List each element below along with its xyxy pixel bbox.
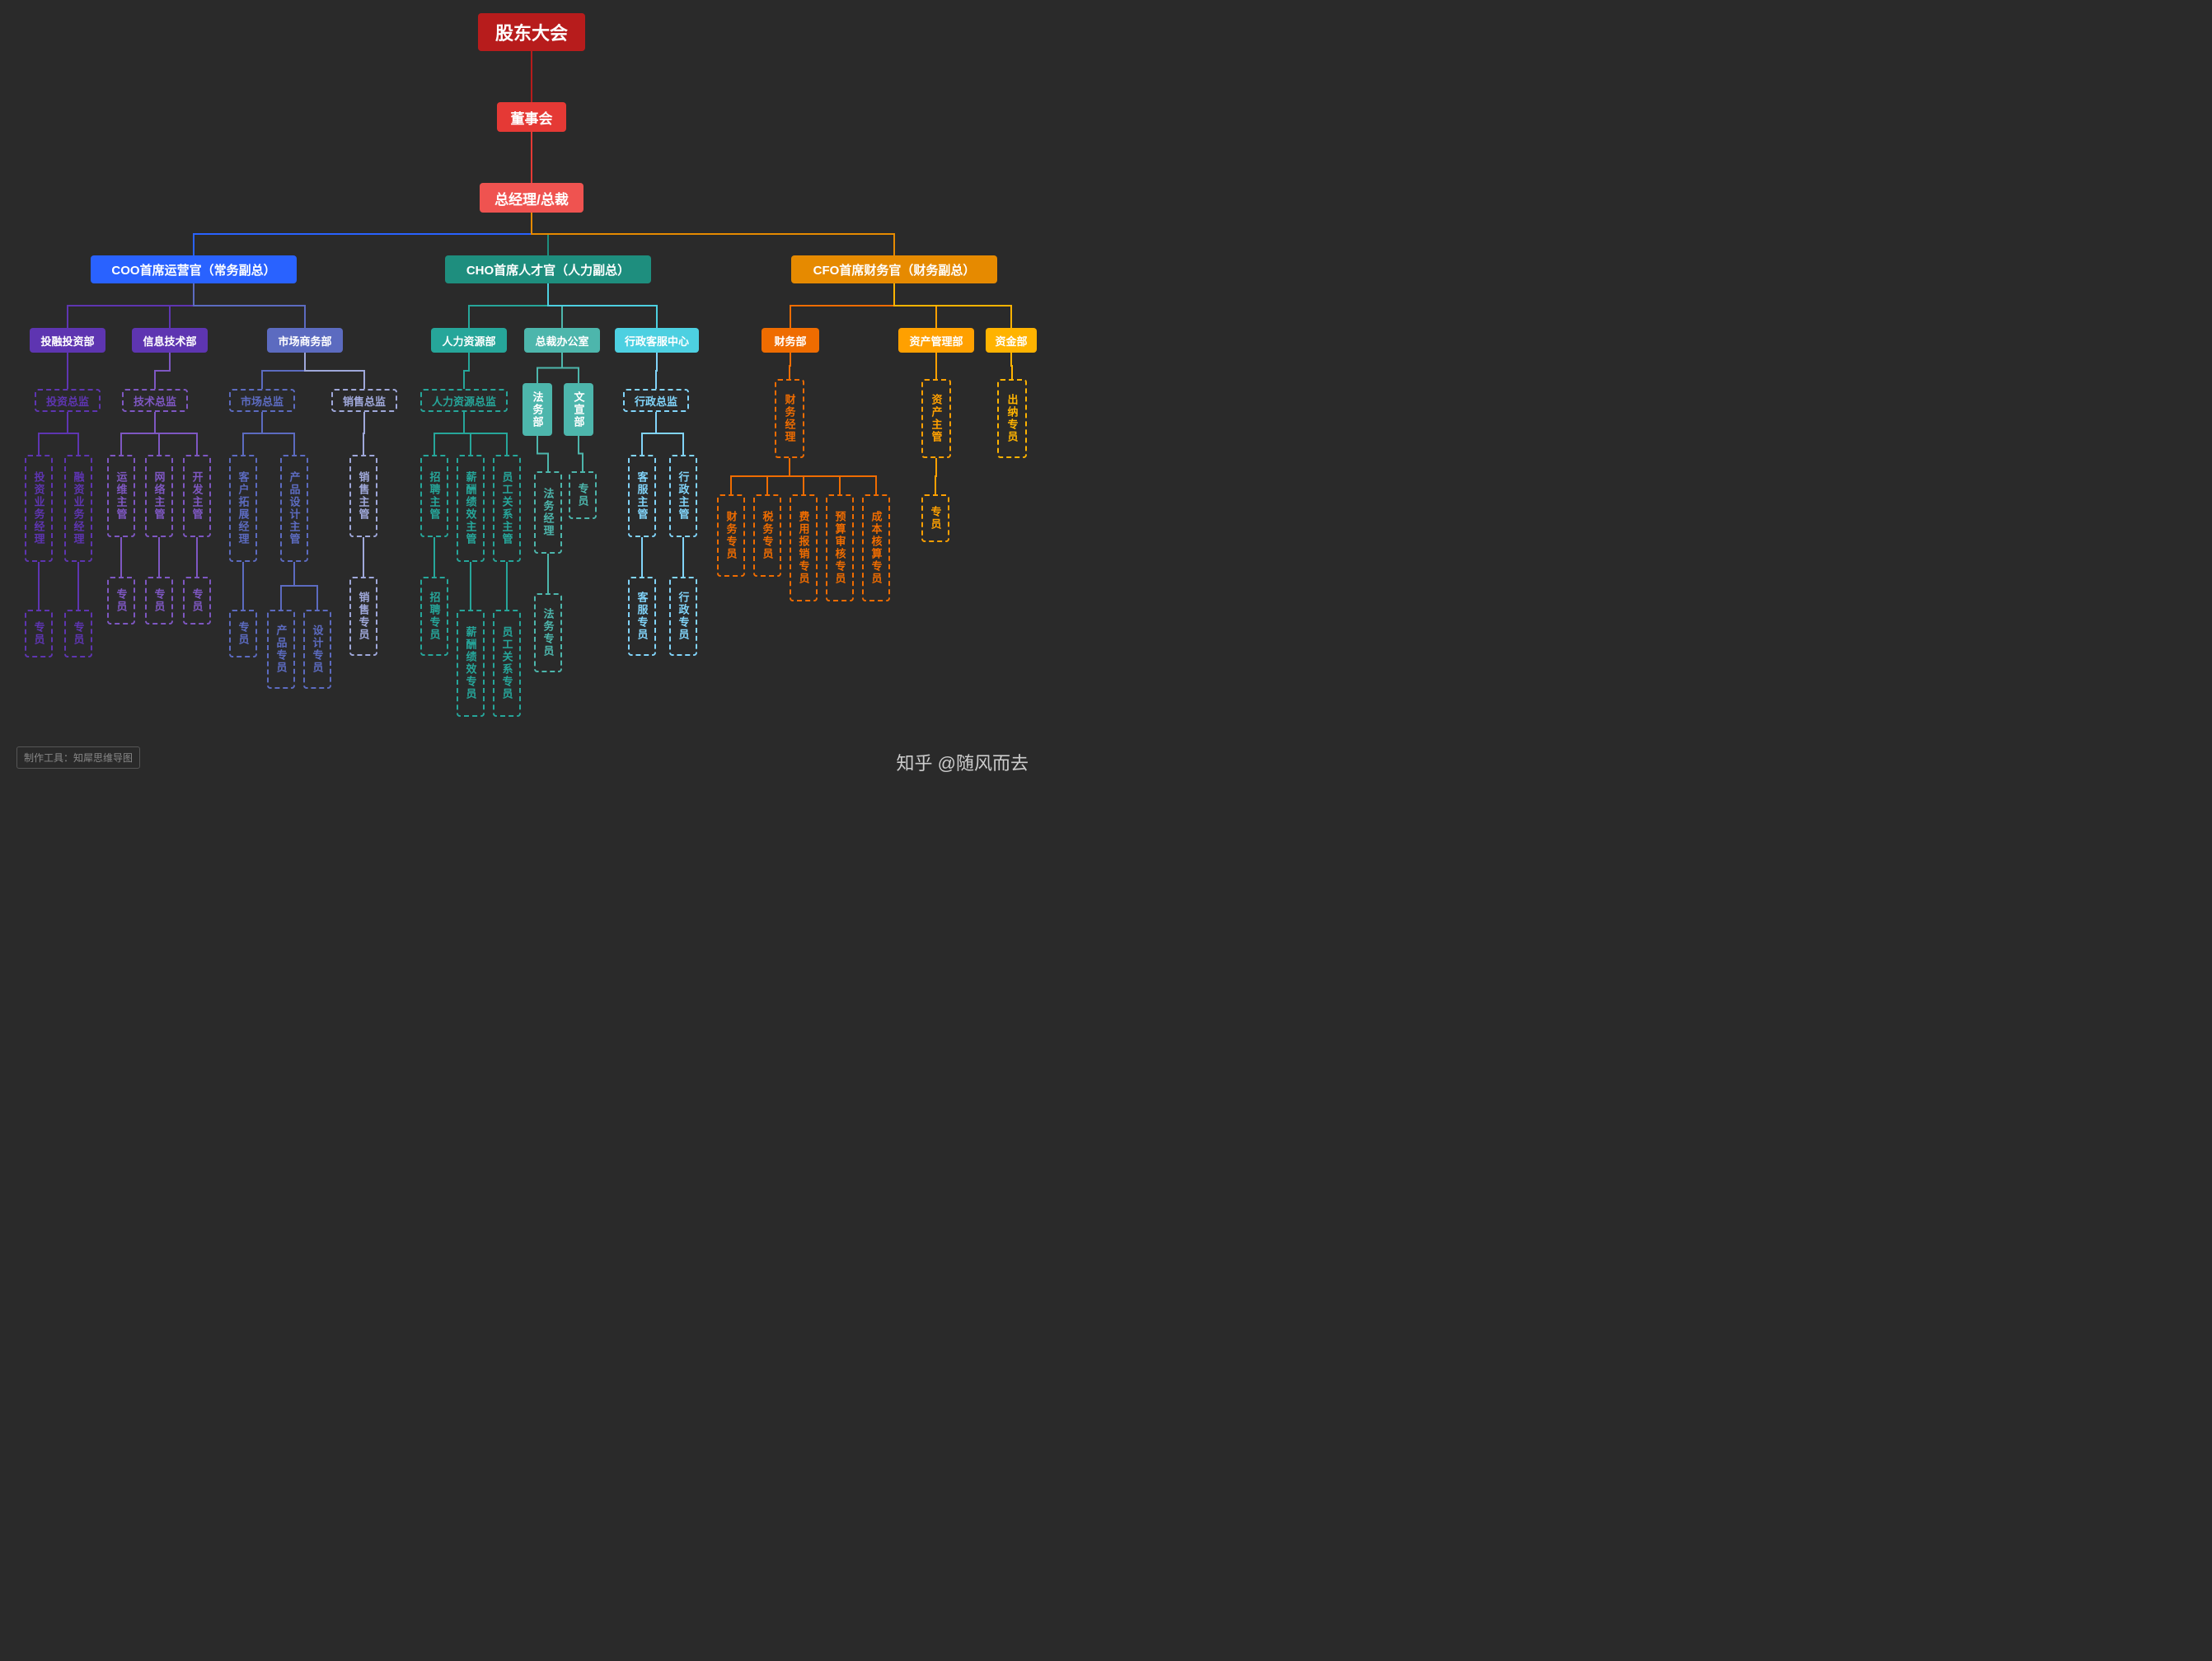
edge-c2a-v5 bbox=[155, 412, 197, 455]
org-node-root: 股东大会 bbox=[478, 13, 585, 51]
org-node-l13: 法务专员 bbox=[534, 593, 562, 672]
org-node-v13: 专员 bbox=[569, 471, 597, 519]
org-node-v4: 网络主管 bbox=[145, 455, 173, 537]
edge-h2-h2a bbox=[537, 353, 562, 383]
edge-h1-h1a bbox=[464, 353, 469, 389]
org-node-l4: 专员 bbox=[145, 577, 173, 625]
org-node-cho: CHO首席人才官（人力副总） bbox=[445, 255, 651, 283]
org-node-l6: 专员 bbox=[229, 610, 257, 657]
org-node-l15: 行政专员 bbox=[669, 577, 697, 656]
org-node-c3: 市场商务部 bbox=[267, 328, 343, 353]
org-node-board: 董事会 bbox=[497, 102, 566, 132]
org-node-f3a: 出纳专员 bbox=[997, 379, 1027, 458]
org-node-h1: 人力资源部 bbox=[431, 328, 507, 353]
org-node-v18: 费用报销专员 bbox=[790, 494, 818, 601]
org-node-v1: 投资业务经理 bbox=[25, 455, 53, 562]
org-node-v8: 销售主管 bbox=[349, 455, 377, 537]
org-node-v3: 运维主管 bbox=[107, 455, 135, 537]
org-node-v15: 行政主管 bbox=[669, 455, 697, 537]
edge-h3a-v15 bbox=[656, 412, 683, 455]
org-node-v11: 员工关系主管 bbox=[493, 455, 521, 562]
org-node-l7: 产品专员 bbox=[267, 610, 295, 689]
edge-f1a-v20 bbox=[790, 458, 876, 494]
org-node-v9: 招聘主管 bbox=[420, 455, 448, 537]
org-node-l2: 专员 bbox=[64, 610, 92, 657]
edge-c2-c2a bbox=[155, 353, 170, 389]
org-node-l8: 设计专员 bbox=[303, 610, 331, 689]
edge-h3a-v14 bbox=[642, 412, 656, 455]
org-node-c1a: 投资总监 bbox=[35, 389, 101, 412]
org-node-c3b: 销售总监 bbox=[331, 389, 397, 412]
org-node-l9: 销售专员 bbox=[349, 577, 377, 656]
org-node-f2a: 资产主管 bbox=[921, 379, 951, 458]
org-node-f1a: 财务经理 bbox=[775, 379, 804, 458]
org-node-l10: 招聘专员 bbox=[420, 577, 448, 656]
org-node-v20: 成本核算专员 bbox=[862, 494, 890, 601]
edge-f1a-v17 bbox=[767, 458, 790, 494]
edge-ceo-cfo bbox=[532, 213, 894, 255]
watermark-text: 知乎 @随风而去 bbox=[897, 749, 1029, 775]
org-node-h2a: 法务部 bbox=[523, 383, 552, 436]
edge-c1a-v2 bbox=[68, 412, 78, 455]
org-node-h3: 行政客服中心 bbox=[615, 328, 699, 353]
edge-cfo-f3 bbox=[894, 283, 1011, 328]
org-node-c3a: 市场总监 bbox=[229, 389, 295, 412]
org-node-l11: 薪酬绩效专员 bbox=[457, 610, 485, 717]
org-node-l1: 专员 bbox=[25, 610, 53, 657]
org-node-f3: 资金部 bbox=[986, 328, 1037, 353]
edge-h2-h2b bbox=[562, 353, 579, 383]
org-node-v21: 专员 bbox=[921, 494, 949, 542]
edge-c3-c3b bbox=[305, 353, 364, 389]
edge-h2a-v12 bbox=[537, 436, 548, 471]
edge-v7-l7 bbox=[281, 562, 294, 610]
footer-tool-note: 制作工具：知犀思维导图 bbox=[16, 746, 140, 769]
edge-h1a-v9 bbox=[434, 412, 464, 455]
org-node-f1: 财务部 bbox=[762, 328, 819, 353]
org-node-h1a: 人力资源总监 bbox=[420, 389, 508, 412]
org-node-l3: 专员 bbox=[107, 577, 135, 625]
edge-f2a-v21 bbox=[935, 458, 936, 494]
edge-f3-f3a bbox=[1011, 353, 1012, 379]
edge-c2a-v3 bbox=[121, 412, 155, 455]
org-node-ceo: 总经理/总裁 bbox=[480, 183, 583, 213]
org-node-h2b: 文宣部 bbox=[564, 383, 593, 436]
edge-h2b-v13 bbox=[579, 436, 583, 471]
edge-c1a-v1 bbox=[39, 412, 68, 455]
org-node-c1: 投融投资部 bbox=[30, 328, 105, 353]
org-node-h3a: 行政总监 bbox=[623, 389, 689, 412]
edge-h3-h3a bbox=[656, 353, 657, 389]
org-node-v5: 开发主管 bbox=[183, 455, 211, 537]
edge-cho-h3 bbox=[548, 283, 657, 328]
edge-cho-h1 bbox=[469, 283, 548, 328]
edge-c3a-v7 bbox=[262, 412, 294, 455]
org-node-v14: 客服主管 bbox=[628, 455, 656, 537]
edge-c3a-v6 bbox=[243, 412, 262, 455]
org-node-v19: 预算审核专员 bbox=[826, 494, 854, 601]
edge-c3b-v8 bbox=[363, 412, 364, 455]
org-node-h2: 总裁办公室 bbox=[524, 328, 600, 353]
org-node-c2a: 技术总监 bbox=[122, 389, 188, 412]
org-node-v17: 税务专员 bbox=[753, 494, 781, 577]
org-node-v2: 融资业务经理 bbox=[64, 455, 92, 562]
org-node-v6: 客户拓展经理 bbox=[229, 455, 257, 562]
edge-v7-l8 bbox=[294, 562, 317, 610]
edge-c3-c3a bbox=[262, 353, 305, 389]
org-node-l12: 员工关系专员 bbox=[493, 610, 521, 717]
org-node-l14: 客服专员 bbox=[628, 577, 656, 656]
org-node-coo: COO首席运营官（常务副总） bbox=[91, 255, 297, 283]
org-node-v7: 产品设计主管 bbox=[280, 455, 308, 562]
org-node-v10: 薪酬绩效主管 bbox=[457, 455, 485, 562]
org-node-f2: 资产管理部 bbox=[898, 328, 974, 353]
org-node-v16: 财务专员 bbox=[717, 494, 745, 577]
edge-coo-c2 bbox=[170, 283, 194, 328]
edge-coo-c3 bbox=[194, 283, 305, 328]
edge-cfo-f1 bbox=[790, 283, 894, 328]
edge-ceo-coo bbox=[194, 213, 532, 255]
org-node-cfo: CFO首席财务官（财务副总） bbox=[791, 255, 997, 283]
org-node-c2: 信息技术部 bbox=[132, 328, 208, 353]
org-node-v12: 法务经理 bbox=[534, 471, 562, 554]
org-node-l5: 专员 bbox=[183, 577, 211, 625]
